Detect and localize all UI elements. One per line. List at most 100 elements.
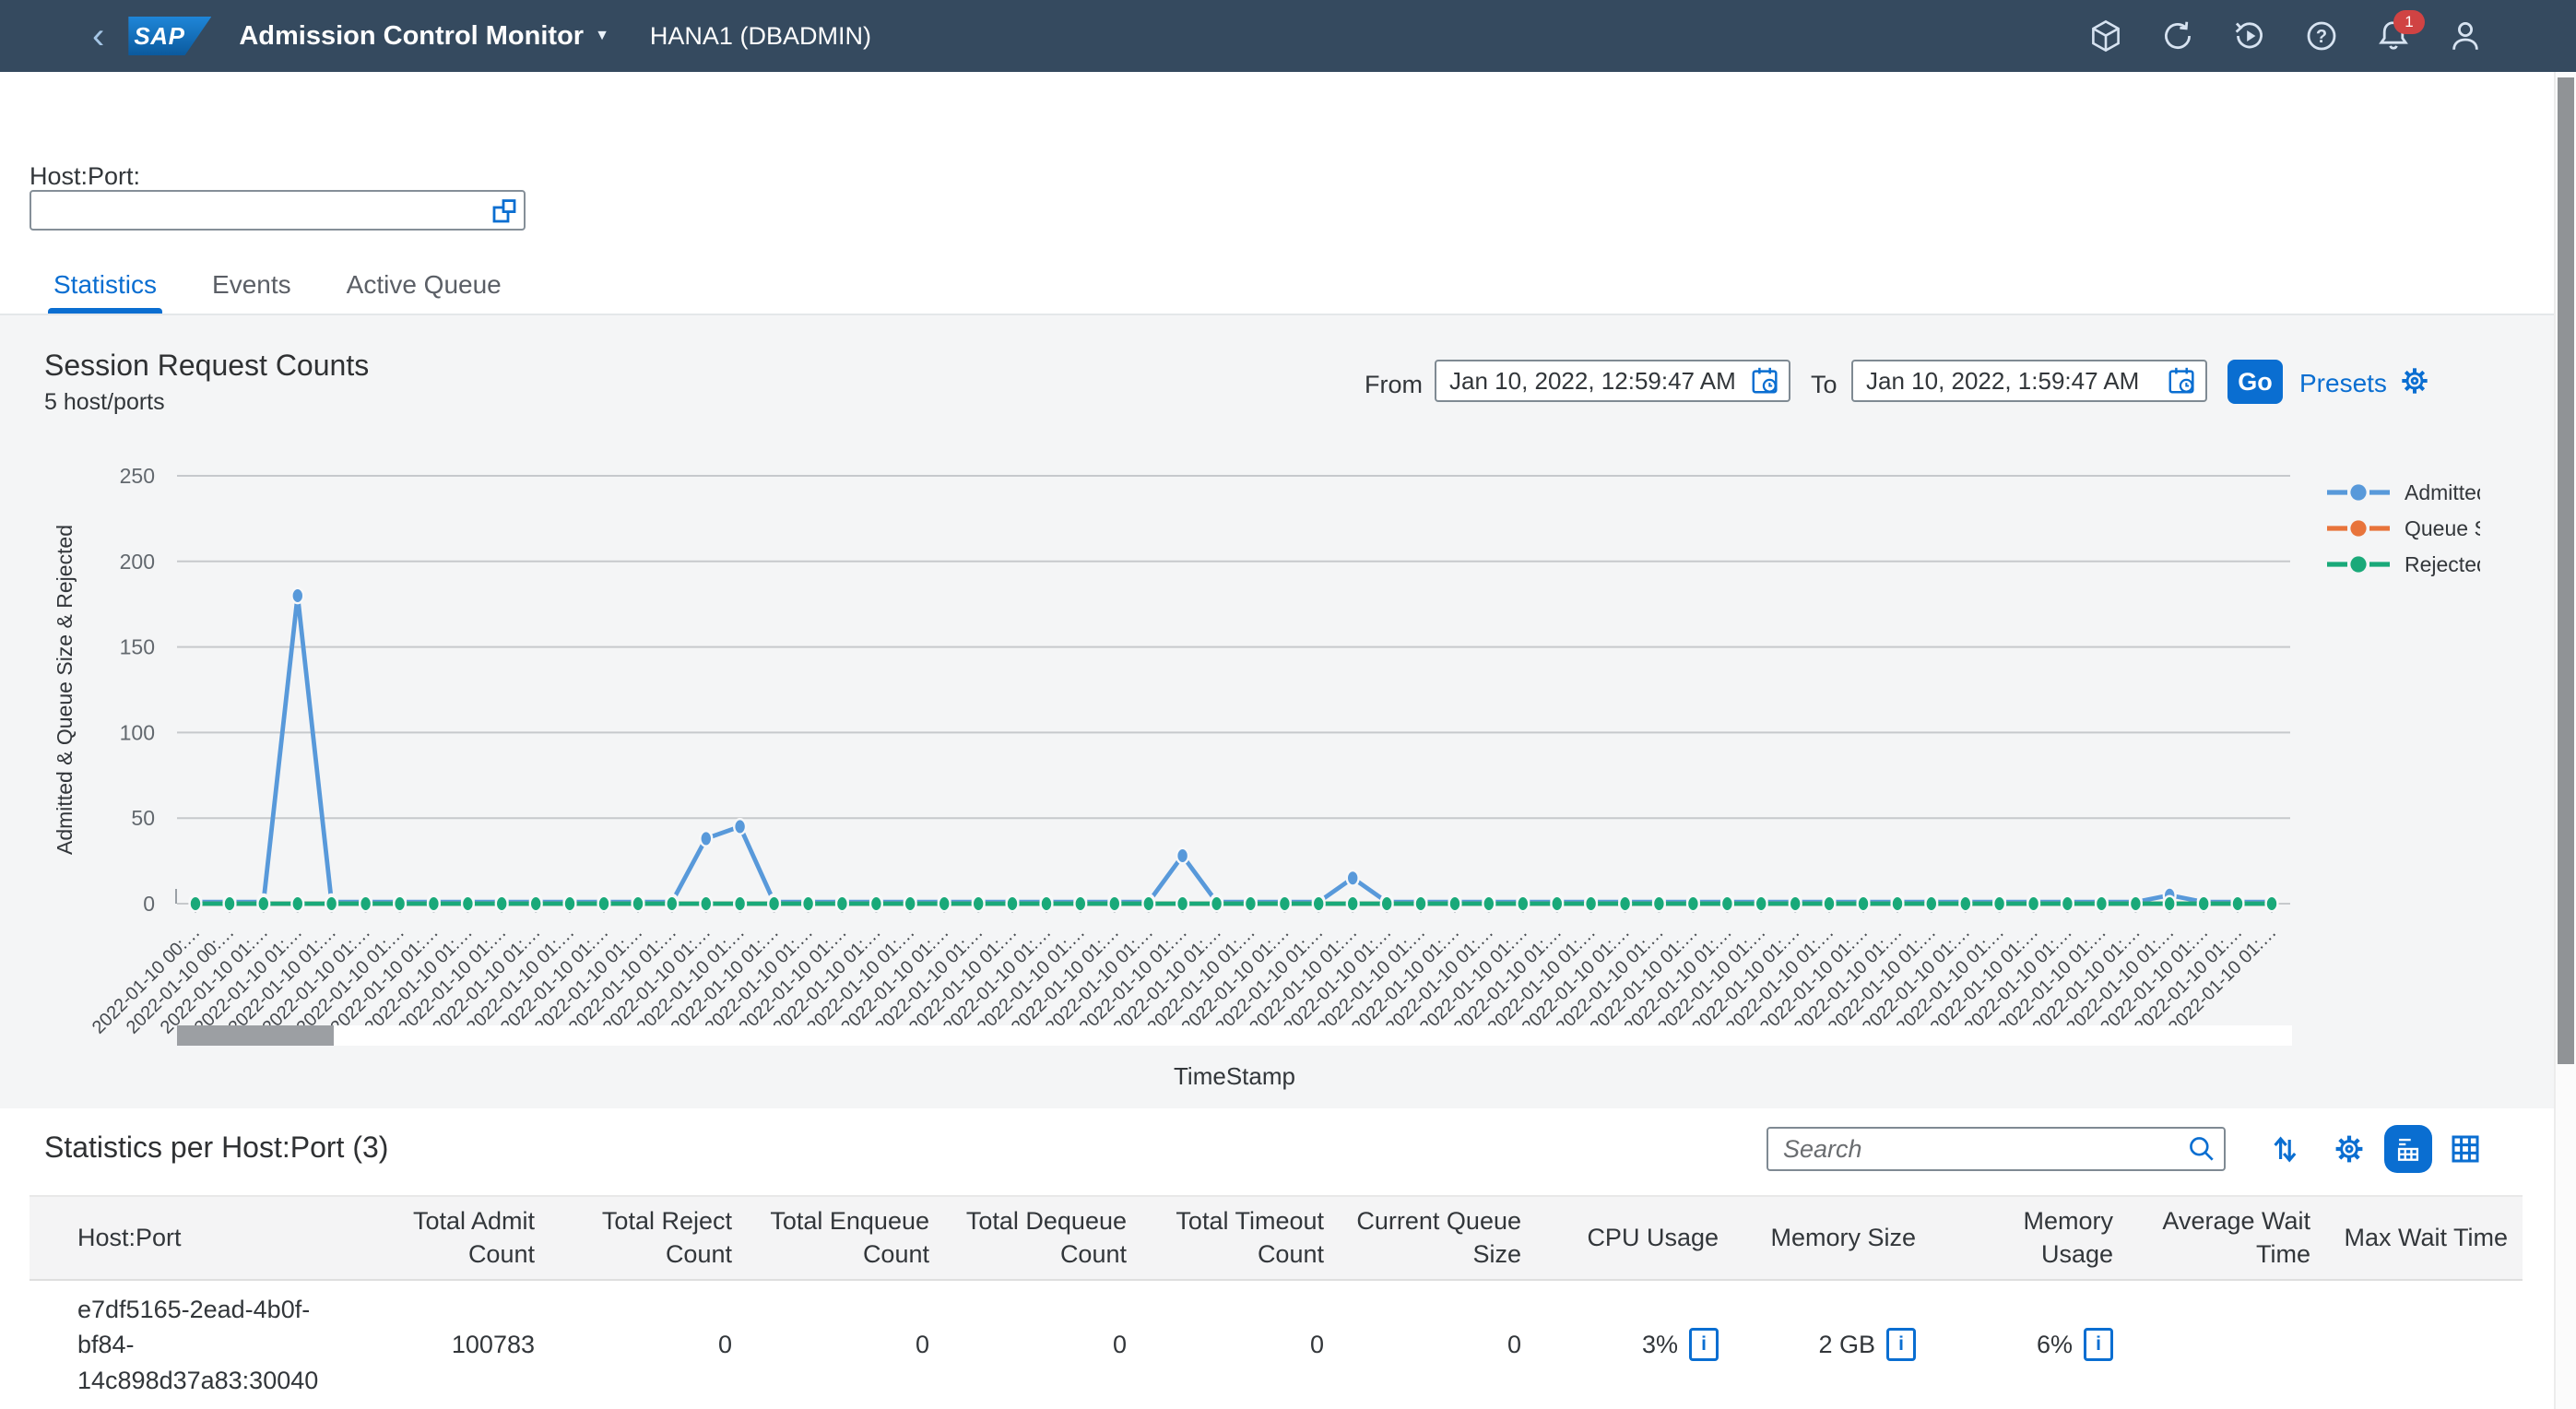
tab-active-queue[interactable]: Active Queue — [346, 270, 502, 299]
from-datetime-value: Jan 10, 2022, 12:59:47 AM — [1449, 366, 1736, 395]
chart-section-subtitle: 5 host/ports — [44, 389, 165, 415]
series-rejected — [188, 894, 2279, 913]
info-icon[interactable]: i — [2084, 1328, 2113, 1362]
column-header-cpu-usage[interactable]: CPU Usage — [1536, 1194, 1733, 1281]
legend-item[interactable]: Queue Size — [2327, 516, 2480, 540]
chart-legend: Admitted Queue Size Rejected — [2327, 480, 2480, 576]
tab-events[interactable]: Events — [212, 270, 291, 299]
cell: 0 — [944, 1279, 1141, 1409]
statistics-table: Host:Port Total Admit Count Total Reject C… — [30, 1194, 2523, 1409]
host-port-input[interactable] — [30, 190, 526, 231]
to-label: To — [1811, 371, 1837, 398]
column-header-host-port[interactable]: Host:Port — [30, 1194, 352, 1281]
go-button[interactable]: Go — [2227, 360, 2283, 404]
legend-item[interactable]: Rejected — [2327, 552, 2480, 576]
calendar-clock-icon — [1752, 367, 1778, 394]
grid-view-icon[interactable] — [2447, 1131, 2484, 1167]
table-row[interactable]: e7df5165-2ead-4b0f-bf84-14c898d37a83:300… — [30, 1279, 2523, 1409]
cell-value: 6% — [2036, 1331, 2073, 1359]
x-axis: 2022-01-10 00:…2022-01-10 00:…2022-01-10… — [89, 904, 2281, 1038]
svg-text:200: 200 — [120, 550, 155, 574]
tab-statistics[interactable]: Statistics — [47, 256, 163, 314]
cell: 3% i — [1536, 1279, 1733, 1409]
from-label: From — [1365, 371, 1423, 398]
info-icon[interactable]: i — [1689, 1328, 1719, 1362]
product-switch-icon[interactable] — [2087, 18, 2124, 54]
back-button[interactable]: ‹ — [92, 16, 105, 56]
svg-text:Admitted: Admitted — [2405, 480, 2480, 504]
table-search-field — [1767, 1127, 2226, 1171]
legend-item[interactable]: Admitted — [2327, 480, 2480, 504]
chart-section-title: Session Request Counts — [44, 349, 370, 382]
column-header-current-queue-size[interactable]: Current Queue Size — [1339, 1194, 1536, 1281]
chart-table-view-icon — [2397, 1138, 2419, 1161]
cell-host-port: e7df5165-2ead-4b0f-bf84-14c898d37a83:300… — [30, 1279, 352, 1409]
gridlines — [177, 475, 2290, 905]
y-axis-title: Admitted & Queue Size & Rejected — [53, 525, 77, 855]
svg-text:50: 50 — [131, 806, 155, 830]
sap-logo: SAP — [128, 17, 212, 55]
page-scrollbar[interactable] — [2554, 72, 2576, 1409]
shell-actions: ? 1 — [2087, 10, 2484, 54]
session-request-chart: 0 50 100 150 200 250 Admitted & Queue Size & R… — [53, 464, 2480, 1038]
user-avatar-icon[interactable] — [2447, 18, 2484, 54]
column-header-total-dequeue-count[interactable]: Total Dequeue Count — [944, 1194, 1141, 1281]
host-port-field — [30, 190, 526, 231]
svg-text:250: 250 — [120, 464, 155, 488]
host-port-label: Host:Port: — [30, 162, 141, 190]
sort-icon[interactable] — [2266, 1131, 2303, 1167]
tab-bar: Statistics Events Active Queue — [0, 256, 2556, 315]
replay-icon[interactable] — [2231, 18, 2268, 54]
to-datetime-picker[interactable]: Jan 10, 2022, 1:59:47 AM — [1851, 360, 2207, 402]
table-settings-gear-icon[interactable] — [2331, 1131, 2368, 1167]
presets-link[interactable]: Presets — [2299, 369, 2387, 397]
column-header-memory-usage[interactable]: Memory Usage — [1931, 1194, 2128, 1281]
table-section-title: Statistics per Host:Port (3) — [44, 1131, 389, 1164]
from-datetime-picker[interactable]: Jan 10, 2022, 12:59:47 AM — [1435, 360, 1790, 402]
x-axis-title: TimeStamp — [1174, 1062, 1295, 1090]
column-header-total-enqueue-count[interactable]: Total Enqueue Count — [747, 1194, 944, 1281]
cell: 0 — [549, 1279, 747, 1409]
search-input[interactable] — [1767, 1127, 2226, 1171]
cell: 0 — [747, 1279, 944, 1409]
value-help-icon[interactable] — [489, 195, 518, 225]
axes: 0 50 100 150 200 250 Admitted & Queue Size & R… — [53, 464, 177, 916]
column-header-total-admit-count[interactable]: Total Admit Count — [352, 1194, 549, 1281]
chart-settings-gear-icon[interactable] — [2397, 363, 2432, 398]
cell — [2325, 1279, 2523, 1409]
series-admitted — [188, 586, 2279, 911]
app-title-text: Admission Control Monitor — [239, 20, 585, 51]
column-header-total-timeout-count[interactable]: Total Timeout Count — [1141, 1194, 1339, 1281]
chart-table-view-toggle[interactable] — [2384, 1125, 2432, 1173]
cell: 6% i — [1931, 1279, 2128, 1409]
cell-value: 3% — [1641, 1331, 1678, 1359]
search-icon[interactable] — [2187, 1134, 2216, 1164]
column-header-memory-size[interactable]: Memory Size — [1733, 1194, 1931, 1281]
column-header-average-wait-time[interactable]: Average Wait Time — [2128, 1194, 2325, 1281]
calendar-clock-icon — [2168, 367, 2194, 394]
chart-scrollbar-thumb[interactable] — [177, 1025, 334, 1046]
title-dropdown-caret: ▼ — [595, 28, 609, 43]
cell-value: 2 GB — [1818, 1331, 1875, 1359]
column-header-max-wait-time[interactable]: Max Wait Time — [2325, 1194, 2523, 1281]
chart-panel — [0, 315, 2556, 1108]
svg-text:?: ? — [2316, 27, 2327, 47]
cell: 2 GB i — [1733, 1279, 1931, 1409]
shell-header: ‹ SAP Admission Control Monitor ▼ HANA1 … — [0, 0, 2576, 72]
column-header-total-reject-count[interactable]: Total Reject Count — [549, 1194, 747, 1281]
cell — [2128, 1279, 2325, 1409]
svg-text:100: 100 — [120, 720, 155, 744]
notification-badge: 1 — [2393, 10, 2425, 34]
svg-text:Rejected: Rejected — [2405, 552, 2480, 576]
svg-text:150: 150 — [120, 635, 155, 659]
app-title[interactable]: Admission Control Monitor ▼ — [239, 21, 609, 52]
table-header-row: Host:Port Total Admit Count Total Reject C… — [30, 1194, 2523, 1281]
notifications-bell-icon[interactable]: 1 — [2375, 10, 2425, 54]
svg-text:0: 0 — [143, 892, 155, 916]
chart-horizontal-scrollbar[interactable] — [177, 1025, 2292, 1046]
page-scrollbar-thumb[interactable] — [2558, 77, 2574, 1064]
refresh-icon[interactable] — [2159, 18, 2196, 54]
info-icon[interactable]: i — [1886, 1328, 1916, 1362]
help-icon[interactable]: ? — [2303, 18, 2340, 54]
